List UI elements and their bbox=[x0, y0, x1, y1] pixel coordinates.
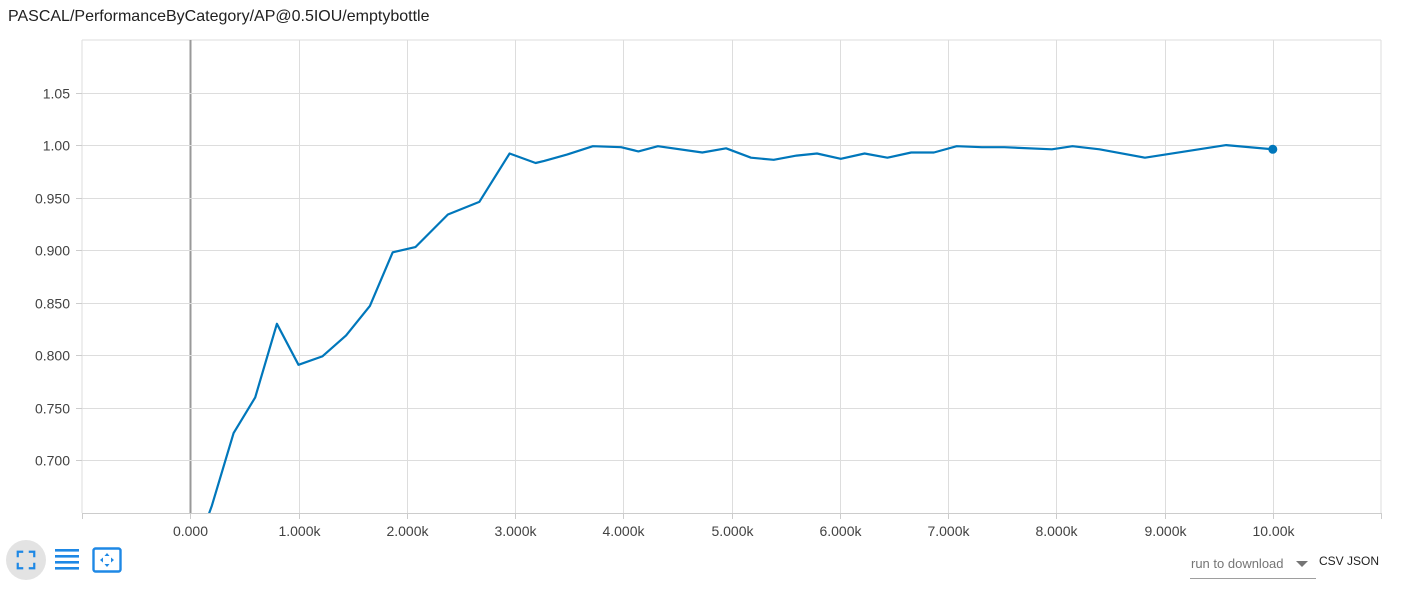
fit-domain-button[interactable] bbox=[88, 542, 126, 578]
y-tick-label: 0.750 bbox=[35, 401, 70, 417]
x-tick-label: 9.000k bbox=[1144, 523, 1187, 539]
x-tick-label: 0.000 bbox=[173, 523, 208, 539]
run-select-placeholder: run to download bbox=[1191, 556, 1284, 571]
y-tick-label: 0.700 bbox=[35, 453, 70, 469]
x-tick-label: 4.000k bbox=[602, 523, 645, 539]
y-tick-label: 1.05 bbox=[43, 86, 70, 102]
download-csv-link[interactable]: CSV bbox=[1319, 554, 1344, 568]
expand-icon bbox=[16, 550, 36, 570]
x-tick-label: 6.000k bbox=[819, 523, 862, 539]
toggle-lines-button[interactable] bbox=[50, 542, 84, 576]
x-tick-label: 3.000k bbox=[494, 523, 537, 539]
x-tick-label: 7.000k bbox=[927, 523, 970, 539]
x-tick-label: 5.000k bbox=[711, 523, 754, 539]
series-line bbox=[208, 144, 1274, 513]
axes bbox=[76, 93, 1382, 519]
series-last-point bbox=[1268, 144, 1278, 154]
x-tick-label: 10.00k bbox=[1252, 523, 1295, 539]
run-to-download-select[interactable]: run to download bbox=[1190, 548, 1316, 579]
expand-chart-button[interactable] bbox=[6, 540, 46, 580]
x-tick-label: 8.000k bbox=[1035, 523, 1078, 539]
fit-domain-icon bbox=[92, 547, 122, 573]
grid bbox=[81, 39, 1382, 513]
y-tick-label: 0.850 bbox=[35, 296, 70, 312]
download-json-link[interactable]: JSON bbox=[1347, 554, 1380, 568]
tick-labels: 0.000 1.000k 2.000k 3.000k 4.000k 5.000k 6.000… bbox=[35, 86, 1296, 540]
y-tick-label: 0.800 bbox=[35, 348, 70, 364]
series-layer bbox=[208, 144, 1278, 513]
y-tick-label: 1.00 bbox=[43, 138, 70, 154]
chevron-down-icon bbox=[1296, 561, 1308, 567]
x-tick-label: 1.000k bbox=[278, 523, 321, 539]
y-tick-label: 0.900 bbox=[35, 243, 70, 259]
y-tick-label: 0.950 bbox=[35, 191, 70, 207]
data-lines-icon bbox=[55, 549, 79, 570]
chart-title: PASCAL/PerformanceByCategory/AP@0.5IOU/e… bbox=[8, 8, 430, 25]
x-tick-label: 2.000k bbox=[386, 523, 429, 539]
